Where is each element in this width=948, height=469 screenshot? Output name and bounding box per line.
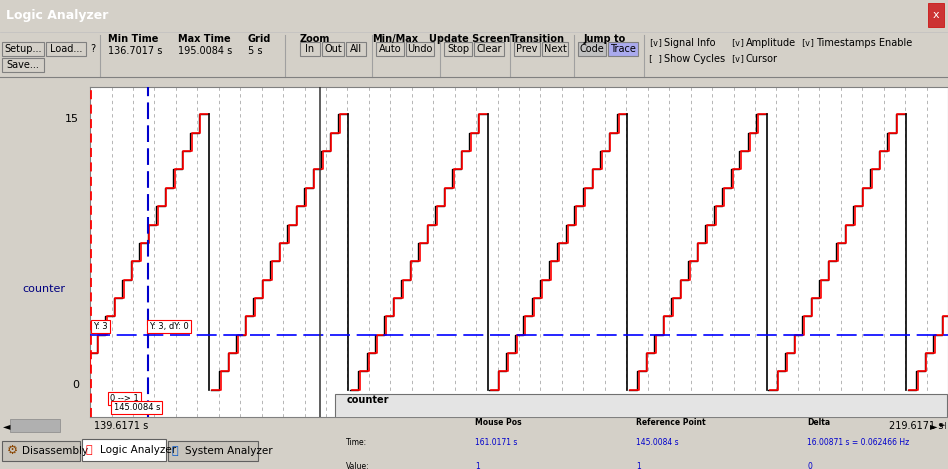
FancyBboxPatch shape: [474, 42, 504, 56]
Text: x: x: [933, 10, 939, 20]
FancyBboxPatch shape: [300, 42, 320, 56]
FancyBboxPatch shape: [2, 42, 44, 56]
Text: Cursor: Cursor: [746, 53, 778, 64]
FancyBboxPatch shape: [406, 42, 434, 56]
Text: Auto: Auto: [378, 44, 401, 53]
Text: Y: 3, dY: 0: Y: 3, dY: 0: [150, 322, 190, 331]
Text: Zoom: Zoom: [300, 33, 330, 44]
FancyBboxPatch shape: [608, 42, 638, 56]
FancyBboxPatch shape: [82, 439, 166, 461]
Text: Prev: Prev: [517, 44, 538, 53]
Text: Code: Code: [579, 44, 605, 53]
FancyBboxPatch shape: [542, 42, 568, 56]
Text: Min Time: Min Time: [108, 33, 158, 44]
Text: Update Screen: Update Screen: [429, 33, 511, 44]
Text: Logic Analyzer: Logic Analyzer: [100, 445, 176, 455]
Text: Mouse Pos: Mouse Pos: [475, 418, 521, 427]
Text: Setup...: Setup...: [4, 44, 42, 53]
Text: 16.00871 s = 0.062466 Hz: 16.00871 s = 0.062466 Hz: [808, 438, 909, 447]
Text: 136.7017 s: 136.7017 s: [108, 45, 162, 56]
Text: [v]: [v]: [730, 38, 745, 47]
Text: 5 s: 5 s: [248, 45, 263, 56]
Text: Delta: Delta: [808, 418, 830, 427]
FancyBboxPatch shape: [2, 58, 44, 72]
FancyBboxPatch shape: [376, 42, 404, 56]
FancyBboxPatch shape: [928, 3, 944, 27]
Text: counter: counter: [23, 284, 65, 294]
Text: ?: ?: [90, 44, 95, 53]
Text: Min/Max: Min/Max: [372, 33, 418, 44]
Text: System Analyzer: System Analyzer: [185, 446, 273, 456]
Text: Load...: Load...: [50, 44, 82, 53]
Text: Save...: Save...: [7, 60, 40, 70]
Text: ⚙: ⚙: [7, 445, 18, 457]
Text: 15: 15: [65, 114, 80, 124]
FancyBboxPatch shape: [578, 42, 606, 56]
Text: 139.6171 s: 139.6171 s: [95, 421, 149, 431]
FancyBboxPatch shape: [10, 419, 60, 432]
Text: Clear: Clear: [476, 44, 501, 53]
Text: 145.0084 s: 145.0084 s: [636, 438, 679, 447]
Text: 161.0171 s: 161.0171 s: [475, 438, 518, 447]
Text: ◄: ◄: [3, 421, 10, 431]
Text: 1: 1: [475, 462, 480, 469]
Text: Y: 3: Y: 3: [93, 322, 108, 331]
FancyBboxPatch shape: [46, 42, 86, 56]
FancyBboxPatch shape: [2, 441, 80, 461]
Text: Transition: Transition: [509, 33, 564, 44]
Text: [v]: [v]: [730, 54, 745, 63]
Text: Grid: Grid: [248, 33, 271, 44]
Text: 0 --> 1: 0 --> 1: [110, 394, 139, 403]
Text: ►: ►: [930, 421, 938, 431]
FancyBboxPatch shape: [336, 393, 947, 469]
FancyBboxPatch shape: [444, 42, 472, 56]
Text: Amplitude: Amplitude: [746, 38, 796, 47]
Text: [ ]: [ ]: [648, 54, 663, 63]
Text: Jump to: Jump to: [584, 33, 626, 44]
FancyBboxPatch shape: [514, 42, 540, 56]
Text: [v]: [v]: [648, 38, 663, 47]
Text: counter: counter: [346, 395, 389, 405]
Text: In: In: [305, 44, 315, 53]
Text: Value:: Value:: [346, 462, 370, 469]
Text: Next: Next: [543, 44, 567, 53]
Text: [v]: [v]: [800, 38, 815, 47]
Text: Undo: Undo: [408, 44, 432, 53]
Text: All: All: [350, 44, 362, 53]
Text: 0: 0: [808, 462, 812, 469]
Text: Show Cycles: Show Cycles: [664, 53, 725, 64]
FancyBboxPatch shape: [346, 42, 366, 56]
Text: 1: 1: [636, 462, 641, 469]
Text: ►|: ►|: [940, 422, 948, 429]
FancyBboxPatch shape: [168, 441, 258, 461]
Text: 📈: 📈: [172, 446, 178, 456]
Text: Out: Out: [324, 44, 342, 53]
Text: 0: 0: [72, 380, 80, 390]
Text: Timestamps Enable: Timestamps Enable: [816, 38, 912, 47]
Text: 219.6171 s: 219.6171 s: [889, 421, 943, 431]
Text: Trace: Trace: [611, 44, 636, 53]
Text: 145.0084 s: 145.0084 s: [114, 403, 160, 412]
Text: 📊: 📊: [86, 445, 93, 455]
Text: Max Time: Max Time: [178, 33, 230, 44]
Text: Signal Info: Signal Info: [664, 38, 716, 47]
Text: Disassembly: Disassembly: [22, 446, 88, 456]
Text: Reference Point: Reference Point: [636, 418, 705, 427]
Text: 195.0084 s: 195.0084 s: [178, 45, 232, 56]
Text: Stop: Stop: [447, 44, 469, 53]
FancyBboxPatch shape: [322, 42, 344, 56]
Text: Logic Analyzer: Logic Analyzer: [6, 9, 108, 22]
Text: Time:: Time:: [346, 438, 367, 447]
